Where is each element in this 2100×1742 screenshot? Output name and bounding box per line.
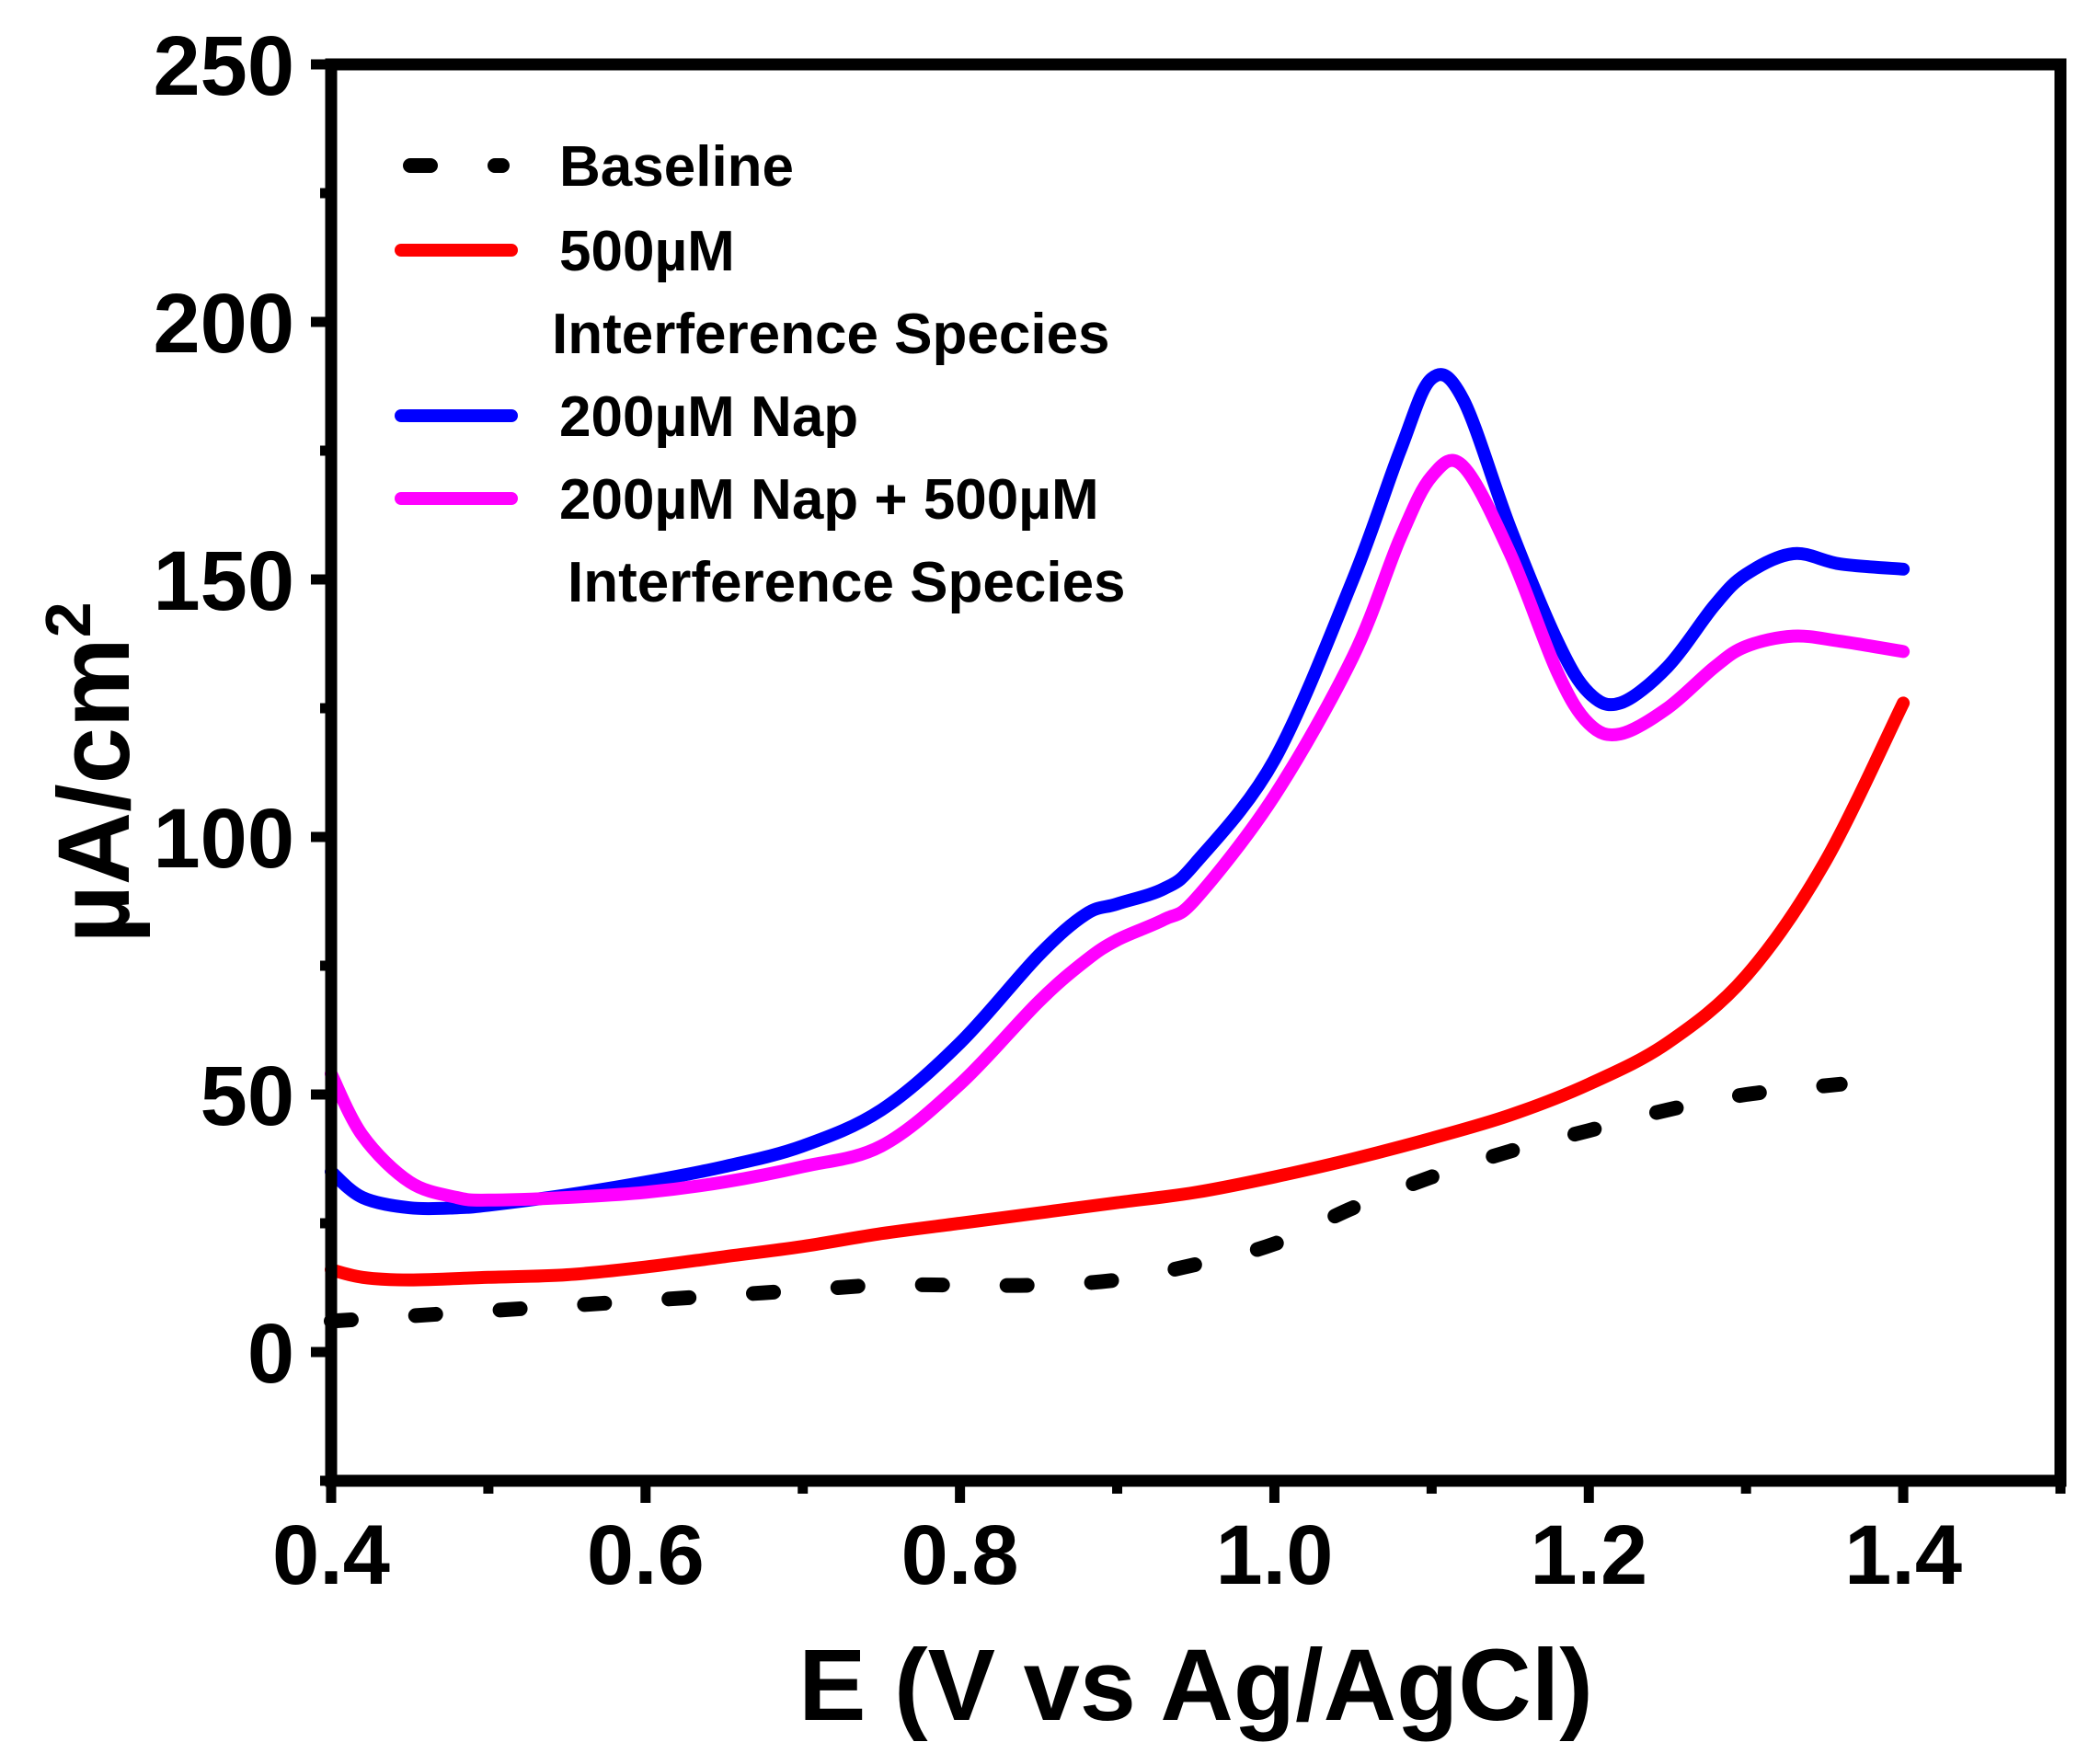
x-tick-label-4: 1.2 [1530, 1508, 1647, 1602]
ticks-layer: 0 50 100 150 200 250 0.4 0.6 0.8 1.0 1.2 1.4 [154, 19, 2066, 1602]
series-line-2 [325, 368, 1911, 1216]
legend: Baseline 500µM Interference Species 200µM N… [395, 135, 1126, 614]
y-tick-label-4: 200 [154, 277, 295, 371]
x-axis-title: E (V vs Ag/AgCl) [798, 1629, 1593, 1742]
y-axis-title: µA/cm2 [32, 602, 151, 943]
y-tick-label-3: 150 [154, 534, 295, 628]
legend-label-0-0: Baseline [559, 135, 794, 199]
legend-label-1-0: 500µM [559, 220, 735, 283]
x-tick-label-5: 1.4 [1844, 1508, 1962, 1602]
y-tick-label-1: 50 [201, 1049, 294, 1143]
legend-label-1-1: Interference Species [552, 303, 1110, 366]
y-axis-title-main: µA/cm [38, 637, 151, 943]
x-tick-label-2: 0.8 [901, 1508, 1019, 1602]
legend-label-3-0: 200µM Nap + 500µM [559, 468, 1099, 532]
y-axis-title-superscript: 2 [32, 602, 104, 637]
y-tick-label-2: 100 [154, 792, 295, 886]
series-line-0 [324, 1076, 1848, 1329]
series-line-3 [325, 453, 1911, 1207]
x-tick-label-0: 0.4 [272, 1508, 390, 1602]
y-tick-label-5: 250 [154, 19, 295, 113]
legend-label-3-1: Interference Species [568, 551, 1126, 614]
x-tick-label-1: 0.6 [587, 1508, 705, 1602]
legend-label-2-0: 200µM Nap [559, 385, 858, 449]
plot-frame [325, 58, 2067, 1487]
x-tick-label-3: 1.0 [1216, 1508, 1334, 1602]
series-line-1 [325, 696, 1911, 1287]
y-tick-label-0: 0 [247, 1307, 294, 1401]
series-layer [324, 368, 1911, 1329]
